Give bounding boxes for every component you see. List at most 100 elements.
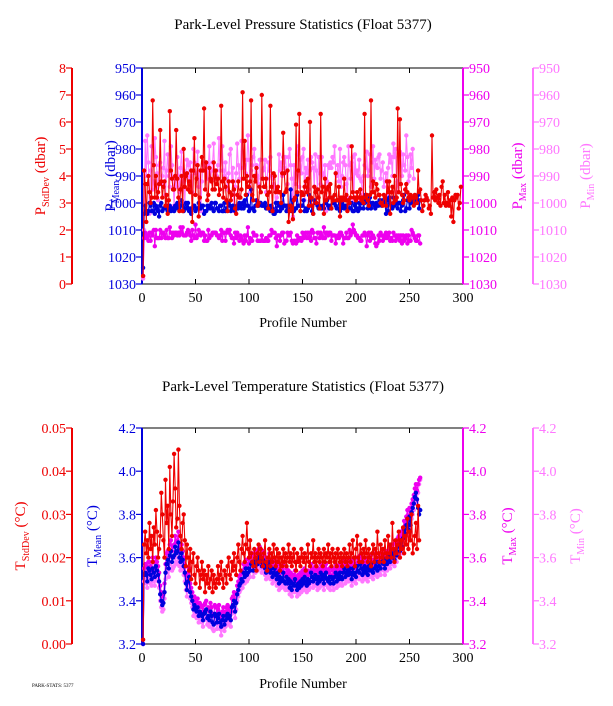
temperature-mean-point [165, 557, 170, 562]
pressure-max-tick-label: 1010 [469, 224, 497, 239]
temperature-mean-tick-label: 4.0 [119, 465, 137, 480]
pressure-max-point [180, 225, 185, 230]
temperature-max-point [415, 482, 421, 487]
pressure-min-point [391, 141, 396, 146]
temperature-chart-title: Park-Level Temperature Statistics (Float… [162, 379, 444, 395]
pressure-stddev-point [236, 179, 241, 184]
pressure-stddev-point [167, 109, 172, 114]
pressure-stddev-point [427, 203, 432, 208]
temperature-min-point [184, 594, 190, 599]
pressure-stddev-point [331, 198, 336, 203]
pressure-min-point [145, 133, 150, 138]
temperature-mean-point [289, 587, 294, 593]
temperature-mean-point [274, 577, 279, 582]
temperature-stddev-point [149, 533, 154, 539]
pressure-stddev-point [232, 206, 238, 211]
temperature-mean-point [150, 566, 155, 571]
temperature-stddev-point [399, 546, 405, 552]
temperature-stddev-point [143, 529, 148, 534]
pressure-min-point [343, 163, 348, 168]
pressure-stddev-point [145, 181, 150, 187]
pressure-min-point [146, 160, 151, 165]
pressure-stddev-point [181, 146, 186, 152]
pressure-mean-point [416, 206, 422, 211]
temperature-stddev-point [230, 568, 236, 573]
temperature-stddev-point [213, 585, 218, 590]
pressure-min-point [400, 152, 406, 157]
temperature-min-point [339, 583, 345, 588]
temperature-stddev-point [327, 559, 332, 565]
pressure-stddev-point [342, 176, 347, 181]
temperature-mean-point [349, 577, 354, 582]
temperature-stddev-point [205, 581, 210, 586]
temperature-stddev-point [365, 559, 370, 565]
pressure-stddev-point [174, 127, 179, 133]
pressure-max-point [167, 225, 172, 230]
pressure-min-point [227, 152, 232, 157]
temperature-stddev-point [167, 464, 172, 470]
pressure-stddev-point [141, 168, 147, 173]
pressure-stddev-point [362, 111, 367, 117]
pressure-stddev-point [429, 133, 435, 138]
temperature-mean-point [268, 570, 273, 575]
pressure-max-point [277, 238, 283, 243]
temperature-stddev-point [267, 546, 272, 552]
pressure-stddev-point [153, 173, 159, 179]
temperature-mean-axis-label: TMean (°C) [85, 505, 104, 567]
temperature-stddev-point [299, 546, 304, 552]
temperature-stddev-point [350, 538, 355, 543]
temperature-stddev-point [294, 551, 300, 556]
temperature-max-point [195, 596, 200, 601]
pressure-min-point [375, 165, 380, 171]
temperature-stddev-point [334, 564, 339, 569]
pressure-series-stddev [140, 90, 464, 279]
temperature-stddev-point [377, 559, 382, 565]
temperature-mean-point [207, 618, 212, 623]
pressure-max-point [166, 235, 171, 241]
pressure-stddev-point [395, 106, 400, 111]
pressure-min-point [383, 171, 389, 176]
temperature-stddev-point [282, 559, 287, 565]
temperature-min-tick-label: 4.2 [539, 422, 557, 437]
pressure-max-point [164, 227, 169, 233]
temperature-stddev-point [211, 572, 216, 578]
temperature-mean-point [156, 579, 162, 584]
pressure-mean-point [185, 200, 191, 206]
temperature-mean-point [292, 577, 298, 582]
pressure-stddev-point [307, 119, 313, 125]
temperature-stddev-point [240, 533, 245, 539]
temperature-stddev-point [277, 568, 283, 573]
temperature-mean-point [209, 613, 214, 619]
pressure-stddev-point [335, 198, 340, 203]
temperature-stddev-point [344, 551, 349, 556]
temperature-mean-point [382, 566, 388, 571]
temperature-stddev-point [244, 520, 250, 526]
temperature-stddev-point [152, 542, 157, 547]
pressure-min-point [392, 154, 397, 160]
pressure-min-tick-label: 1000 [539, 197, 567, 212]
pressure-min-point [230, 165, 236, 171]
pressure-stddev-point [212, 187, 217, 192]
temperature-x-tick-label: 200 [346, 651, 367, 666]
temperature-mean-point [308, 570, 314, 575]
temperature-mean-point [179, 551, 184, 556]
temperature-mean-point [281, 570, 286, 575]
temperature-stddev-point [248, 551, 254, 556]
pressure-stddev-tick-label: 3 [59, 197, 66, 212]
pressure-mean-point [274, 208, 279, 214]
temperature-mean-point [145, 579, 150, 584]
pressure-min-point [410, 146, 415, 152]
temperature-mean-point [343, 574, 348, 580]
temperature-stddev-point [196, 568, 201, 573]
temperature-stddev-point [144, 551, 149, 556]
temperature-stddev-point [415, 503, 421, 508]
pressure-min-tick-label: 960 [539, 89, 560, 104]
pressure-min-tick-label: 1020 [539, 251, 567, 266]
pressure-x-tick-label: 200 [346, 291, 367, 306]
pressure-min-point [286, 154, 291, 160]
pressure-stddev-point [413, 195, 419, 200]
temperature-stddev-point [268, 564, 273, 569]
temperature-stddev-point [200, 577, 206, 582]
temperature-stddev-tick-label: 0.01 [42, 595, 67, 610]
temperature-stddev-point [370, 542, 376, 547]
